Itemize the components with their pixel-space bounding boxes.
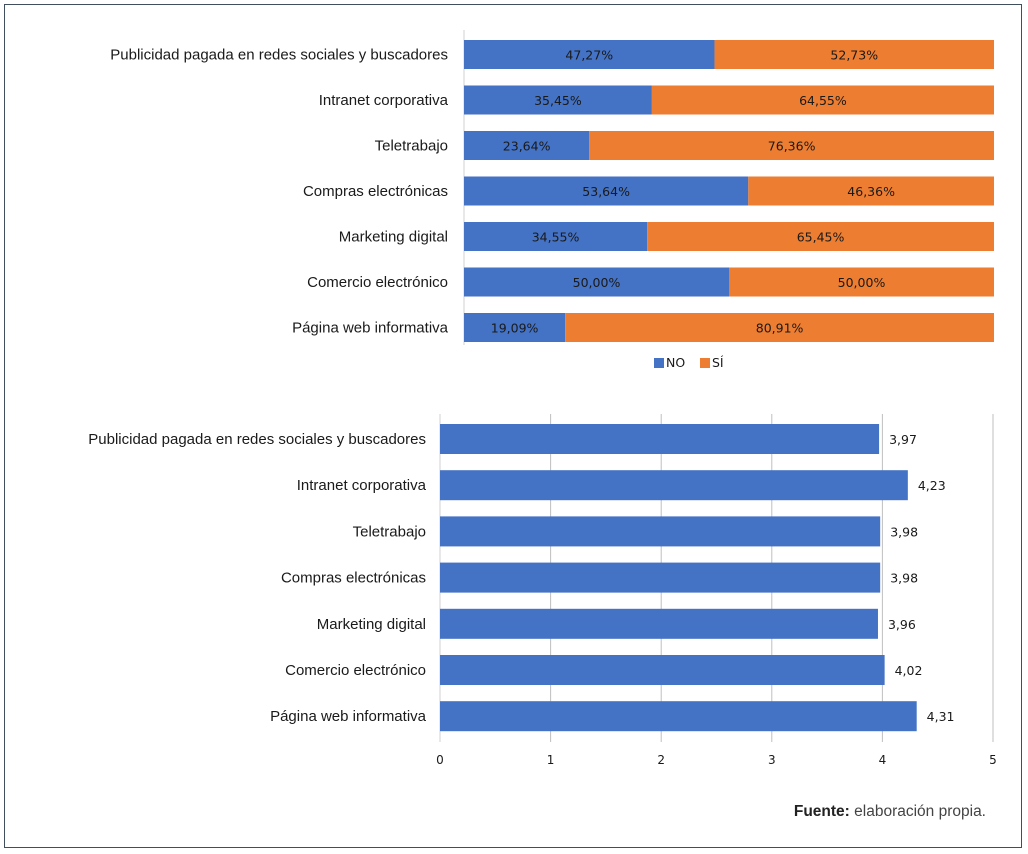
data-label: 19,09% bbox=[491, 321, 539, 336]
category-label: Comercio electrónico bbox=[307, 274, 448, 291]
data-label: 65,45% bbox=[797, 230, 845, 245]
bar-segment-sí bbox=[729, 267, 994, 297]
legend-swatch bbox=[654, 358, 664, 368]
x-tick-label: 3 bbox=[768, 753, 776, 767]
category-label: Teletrabajo bbox=[353, 523, 426, 540]
data-label: 80,91% bbox=[756, 321, 804, 336]
category-label: Teletrabajo bbox=[375, 138, 448, 155]
data-label: 3,98 bbox=[890, 571, 918, 586]
bar-segment-sí bbox=[651, 85, 994, 115]
bar-segment-no bbox=[464, 131, 590, 160]
data-label: 50,00% bbox=[573, 275, 621, 290]
bar-segment-sí bbox=[589, 131, 994, 160]
category-label: Intranet corporativa bbox=[319, 92, 449, 109]
data-label: 47,27% bbox=[565, 48, 613, 63]
bar bbox=[440, 655, 885, 685]
x-tick-label: 5 bbox=[989, 753, 997, 767]
bar bbox=[440, 516, 881, 547]
bar-segment-no bbox=[464, 222, 648, 251]
x-tick-label: 0 bbox=[436, 753, 444, 767]
bar bbox=[440, 701, 917, 732]
bar-segment-no bbox=[464, 85, 652, 115]
category-label: Página web informativa bbox=[292, 320, 449, 337]
bar-segment-sí bbox=[647, 222, 994, 251]
bar bbox=[440, 424, 880, 454]
bar bbox=[440, 608, 878, 639]
data-label: 23,64% bbox=[503, 139, 551, 154]
stacked-bar-chart: Publicidad pagada en redes sociales y bu… bbox=[110, 30, 994, 370]
data-label: 3,97 bbox=[889, 432, 917, 447]
data-label: 53,64% bbox=[582, 184, 630, 199]
bar bbox=[440, 562, 881, 593]
data-label: 4,02 bbox=[895, 663, 923, 678]
category-label: Publicidad pagada en redes sociales y bu… bbox=[88, 431, 426, 448]
bar-segment-sí bbox=[565, 313, 994, 342]
category-label: Compras electrónicas bbox=[281, 570, 426, 587]
legend-label: SÍ bbox=[712, 355, 724, 370]
data-label: 50,00% bbox=[838, 275, 886, 290]
data-label: 52,73% bbox=[830, 48, 878, 63]
bar-segment-no bbox=[464, 267, 729, 297]
data-label: 4,31 bbox=[927, 709, 955, 724]
legend-swatch bbox=[700, 358, 710, 368]
bar-segment-no bbox=[464, 176, 749, 206]
category-label: Publicidad pagada en redes sociales y bu… bbox=[110, 47, 448, 64]
x-tick-label: 1 bbox=[547, 753, 555, 767]
bar-segment-no bbox=[464, 313, 566, 342]
bar-segment-sí bbox=[714, 40, 994, 69]
bar-segment-no bbox=[464, 40, 715, 69]
data-label: 46,36% bbox=[847, 184, 895, 199]
source-text: elaboración propia. bbox=[849, 803, 986, 820]
data-label: 35,45% bbox=[534, 93, 582, 108]
x-tick-label: 2 bbox=[657, 753, 665, 767]
source-note: Fuente: elaboración propia. bbox=[794, 803, 986, 821]
data-label: 34,55% bbox=[532, 230, 580, 245]
legend-label: NO bbox=[666, 355, 685, 370]
bar-segment-sí bbox=[748, 176, 994, 206]
data-label: 64,55% bbox=[799, 93, 847, 108]
category-label: Marketing digital bbox=[339, 229, 448, 246]
x-tick-label: 4 bbox=[879, 753, 887, 767]
category-label: Intranet corporativa bbox=[297, 477, 427, 494]
data-label: 3,96 bbox=[888, 617, 916, 632]
data-label: 76,36% bbox=[768, 139, 816, 154]
category-label: Marketing digital bbox=[317, 616, 426, 633]
category-label: Comercio electrónico bbox=[285, 662, 426, 679]
category-label: Compras electrónicas bbox=[303, 183, 448, 200]
data-label: 4,23 bbox=[918, 478, 946, 493]
source-label: Fuente: bbox=[793, 803, 850, 820]
category-label: Página web informativa bbox=[270, 708, 427, 725]
bar bbox=[440, 470, 908, 501]
data-label: 3,98 bbox=[890, 524, 918, 539]
